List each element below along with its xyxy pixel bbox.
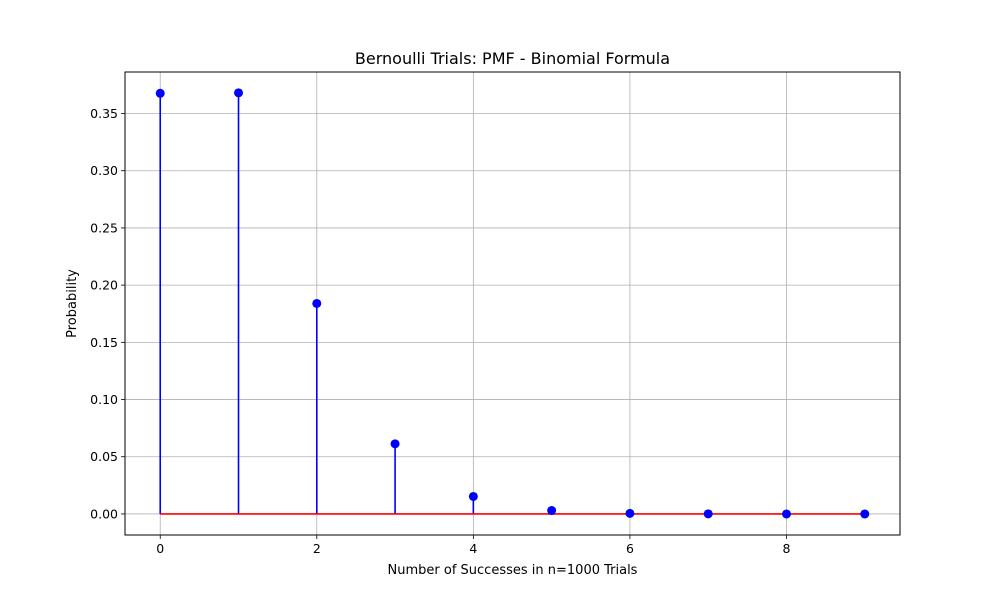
stem-marker — [547, 506, 557, 516]
y-axis-label: Probability — [65, 269, 80, 338]
x-tick-label: 8 — [783, 541, 791, 556]
stem-marker — [390, 439, 400, 449]
x-tick-label: 0 — [156, 541, 164, 556]
x-tick-label: 6 — [626, 541, 634, 556]
stem-marker — [312, 298, 322, 308]
stem-layer — [155, 88, 870, 519]
stem-marker — [234, 88, 244, 98]
stem-marker — [703, 509, 713, 519]
chart-title: Bernoulli Trials: PMF - Binomial Formula — [355, 49, 670, 68]
stem-marker — [625, 508, 635, 518]
y-tick-label: 0.10 — [90, 392, 118, 407]
stem-marker — [468, 491, 478, 501]
x-tick-label: 4 — [469, 541, 477, 556]
y-tick-label: 0.25 — [90, 220, 118, 235]
x-tick-label: 2 — [313, 541, 321, 556]
stem-marker — [155, 88, 165, 98]
y-tick-label: 0.20 — [90, 278, 118, 293]
y-tick-label: 0.00 — [90, 506, 118, 521]
stem-marker — [781, 509, 791, 519]
x-axis-label: Number of Successes in n=1000 Trials — [388, 563, 638, 578]
tick-layer: 0 2 4 6 8 0.00 0.05 0.10 0.15 0.20 0.25 0.30 0.35 — [90, 106, 790, 556]
plot-area-frame — [124, 71, 901, 536]
y-tick-label: 0.30 — [90, 163, 118, 178]
y-tick-label: 0.05 — [90, 449, 118, 464]
y-tick-label: 0.15 — [90, 335, 118, 350]
stem-marker — [860, 509, 870, 519]
y-tick-label: 0.35 — [90, 106, 118, 121]
